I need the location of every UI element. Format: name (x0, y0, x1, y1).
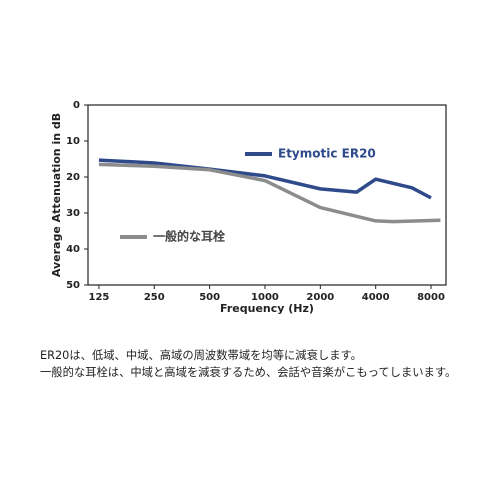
plot-frame (87, 104, 447, 286)
y-tick-label: 10 (66, 136, 80, 147)
y-tick-label: 50 (66, 280, 80, 291)
x-axis-label: Frequency (Hz) (220, 302, 314, 315)
y-tick-label: 30 (66, 208, 80, 219)
x-tick-label: 2000 (306, 292, 334, 303)
y-axis-label: Average Attenuation in dB (50, 113, 63, 277)
x-tick-label: 8000 (417, 292, 445, 303)
legend-label: 一般的な耳栓 (153, 229, 225, 244)
x-tick-label: 125 (88, 292, 109, 303)
legend-label: Etymotic ER20 (278, 147, 376, 161)
x-tick-label: 500 (199, 292, 220, 303)
caption-line: ER20は、低域、中域、高域の周波数帯域を均等に減衰します。 (40, 348, 362, 362)
caption-line: 一般的な耳栓は、中域と高域を減衰するため、会話や音楽がこもってしまいます。 (40, 365, 456, 379)
x-tick-label: 4000 (362, 292, 390, 303)
series-line (98, 162, 441, 224)
y-tick-label: 40 (66, 244, 80, 255)
y-tick-label: 0 (73, 100, 80, 111)
x-tick-label: 1000 (251, 292, 279, 303)
y-tick-label: 20 (66, 172, 80, 183)
x-tick-label: 250 (144, 292, 165, 303)
series-line (98, 158, 432, 200)
